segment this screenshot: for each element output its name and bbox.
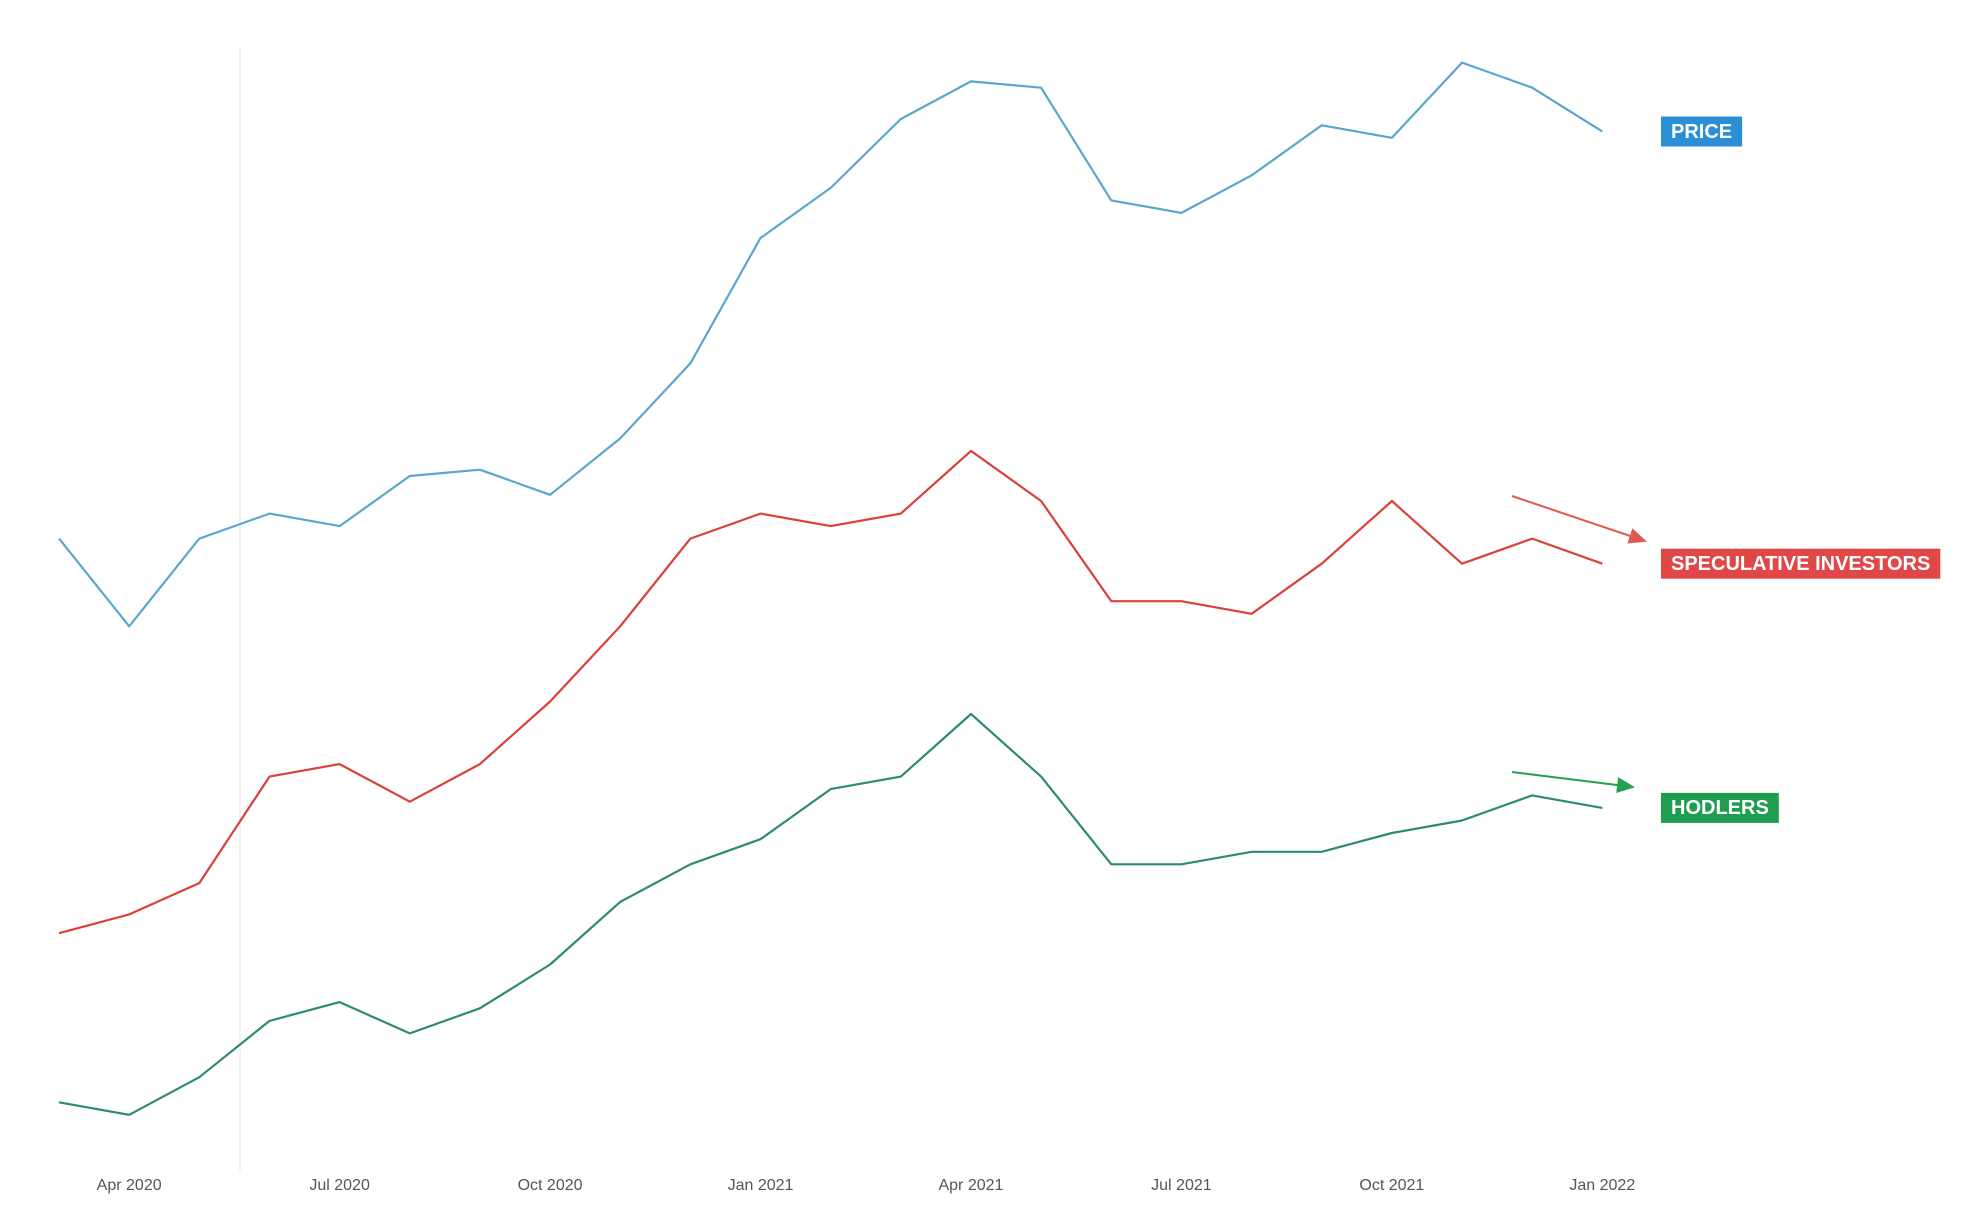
- series-label-box: [1661, 792, 1779, 823]
- trend-arrow: [1511, 495, 1647, 544]
- x-tick-label: Jul 2020: [309, 1177, 370, 1194]
- x-tick-label: Apr 2020: [97, 1177, 162, 1194]
- series-line: [58, 449, 1603, 935]
- series-label: SPECULATIVE INVESTORS: [1671, 553, 1930, 575]
- series-line: [58, 61, 1603, 628]
- series-label-box: [1661, 548, 1941, 579]
- trend-arrow: [1511, 771, 1635, 793]
- x-tick-label: Apr 2021: [938, 1177, 1003, 1194]
- x-tick-label: Jan 2022: [1569, 1177, 1635, 1194]
- series-label: PRICE: [1671, 121, 1732, 143]
- x-tick-label: Oct 2021: [1359, 1177, 1424, 1194]
- series-label: HODLERS: [1671, 797, 1769, 819]
- x-tick-label: Oct 2020: [518, 1177, 583, 1194]
- x-tick-label: Jul 2021: [1151, 1177, 1212, 1194]
- x-tick-label: Jan 2021: [728, 1177, 794, 1194]
- series-label-box: [1661, 116, 1743, 147]
- series-line: [58, 712, 1603, 1116]
